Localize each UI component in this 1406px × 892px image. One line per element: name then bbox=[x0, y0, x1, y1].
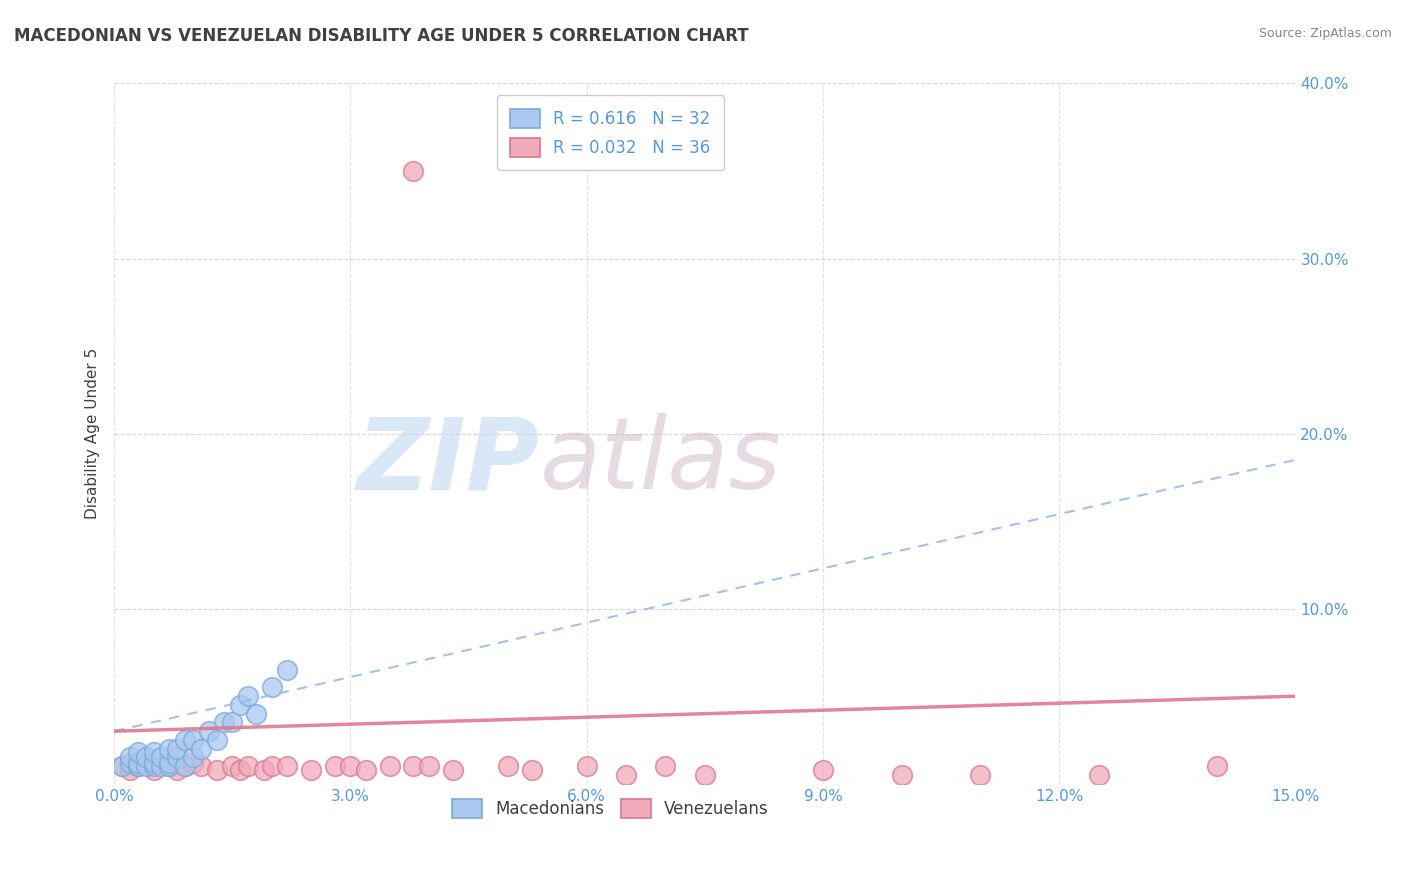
Point bbox=[127, 745, 149, 759]
Point bbox=[221, 759, 243, 773]
Point bbox=[520, 763, 543, 777]
Point bbox=[276, 759, 298, 773]
Point bbox=[142, 745, 165, 759]
Point bbox=[118, 763, 141, 777]
Point bbox=[157, 741, 180, 756]
Point bbox=[166, 750, 188, 764]
Point bbox=[1087, 768, 1109, 782]
Point bbox=[190, 759, 212, 773]
Y-axis label: Disability Age Under 5: Disability Age Under 5 bbox=[86, 348, 100, 519]
Point bbox=[575, 759, 598, 773]
Point bbox=[229, 763, 252, 777]
Point bbox=[142, 763, 165, 777]
Point bbox=[276, 663, 298, 677]
Point bbox=[127, 756, 149, 770]
Point bbox=[174, 759, 197, 773]
Point bbox=[157, 759, 180, 773]
Text: Source: ZipAtlas.com: Source: ZipAtlas.com bbox=[1258, 27, 1392, 40]
Point bbox=[181, 733, 204, 747]
Point bbox=[260, 681, 283, 695]
Point bbox=[174, 733, 197, 747]
Point bbox=[323, 759, 346, 773]
Point bbox=[157, 756, 180, 770]
Point bbox=[441, 763, 464, 777]
Point bbox=[111, 759, 134, 773]
Point bbox=[402, 759, 425, 773]
Point bbox=[214, 715, 236, 730]
Point bbox=[221, 715, 243, 730]
Point bbox=[135, 750, 157, 764]
Point bbox=[135, 759, 157, 773]
Point bbox=[236, 689, 259, 703]
Point bbox=[890, 768, 912, 782]
Point bbox=[253, 763, 276, 777]
Point bbox=[245, 706, 267, 721]
Point bbox=[260, 759, 283, 773]
Point bbox=[150, 750, 173, 764]
Point bbox=[654, 759, 676, 773]
Point bbox=[181, 756, 204, 770]
Point bbox=[166, 741, 188, 756]
Point bbox=[205, 763, 228, 777]
Point bbox=[339, 759, 361, 773]
Point bbox=[142, 756, 165, 770]
Point bbox=[127, 759, 149, 773]
Point bbox=[111, 759, 134, 773]
Point bbox=[969, 768, 991, 782]
Point bbox=[236, 759, 259, 773]
Point bbox=[157, 759, 180, 773]
Point bbox=[378, 759, 401, 773]
Point bbox=[181, 750, 204, 764]
Point bbox=[496, 759, 519, 773]
Point bbox=[197, 724, 219, 739]
Point bbox=[614, 768, 637, 782]
Point bbox=[127, 759, 149, 773]
Point bbox=[142, 759, 165, 773]
Point bbox=[811, 763, 834, 777]
Point bbox=[229, 698, 252, 712]
Point bbox=[299, 763, 322, 777]
Point bbox=[118, 750, 141, 764]
Point bbox=[205, 733, 228, 747]
Text: ZIP: ZIP bbox=[357, 413, 540, 510]
Point bbox=[693, 768, 716, 782]
Point bbox=[150, 759, 173, 773]
Point bbox=[418, 759, 440, 773]
Legend: Macedonians, Venezuelans: Macedonians, Venezuelans bbox=[446, 792, 776, 824]
Point bbox=[118, 756, 141, 770]
Text: MACEDONIAN VS VENEZUELAN DISABILITY AGE UNDER 5 CORRELATION CHART: MACEDONIAN VS VENEZUELAN DISABILITY AGE … bbox=[14, 27, 748, 45]
Point bbox=[174, 759, 197, 773]
Point bbox=[354, 763, 377, 777]
Point bbox=[166, 763, 188, 777]
Point bbox=[1205, 759, 1227, 773]
Point bbox=[402, 164, 425, 178]
Text: atlas: atlas bbox=[540, 413, 782, 510]
Point bbox=[190, 741, 212, 756]
